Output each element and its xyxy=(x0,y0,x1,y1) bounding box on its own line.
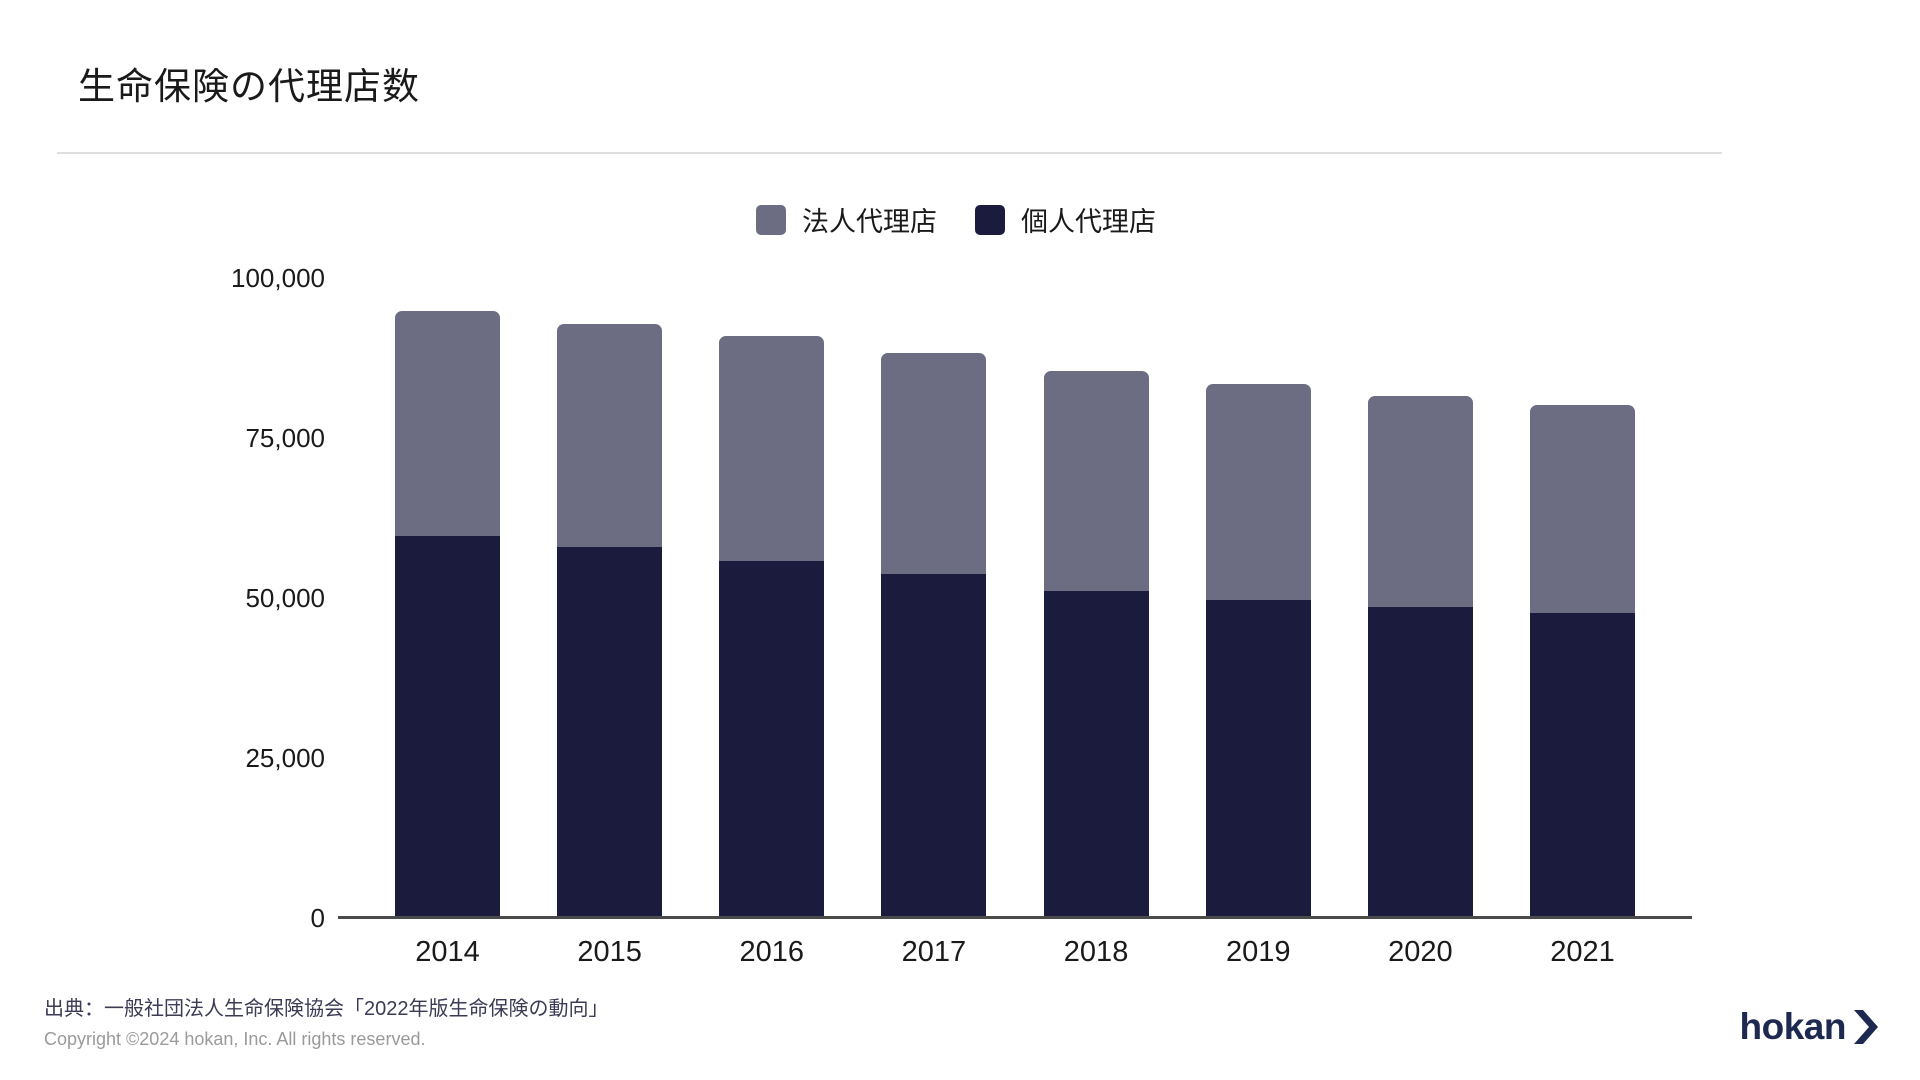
bar-segment-corporate xyxy=(1367,396,1473,607)
x-tick-label: 2015 xyxy=(577,936,642,968)
legend-swatch-icon xyxy=(975,204,1005,235)
bar-segment-individual xyxy=(557,547,663,918)
bar-segment-corporate xyxy=(395,310,500,536)
bar-segment-corporate xyxy=(719,335,825,561)
bar-segment-corporate xyxy=(557,324,663,548)
x-tick-label: 2017 xyxy=(901,936,967,968)
bar-group-2014: 2014 xyxy=(395,278,500,968)
bar-segment-individual xyxy=(1205,599,1311,918)
bar-segment-individual xyxy=(1529,613,1635,918)
bar-group-2021: 2021 xyxy=(1529,278,1635,968)
x-axis-line xyxy=(338,916,1692,919)
bar-segment-individual xyxy=(719,560,825,918)
y-tick-label: 0 xyxy=(310,903,325,933)
y-tick-label: 25,000 xyxy=(245,743,325,773)
x-tick-label: 2021 xyxy=(1550,936,1615,968)
y-tick-label: 75,000 xyxy=(245,423,325,453)
source-note: 出典：一般社団法人生命保険協会「2022年版生命保険の動向」 xyxy=(44,998,609,1020)
page-title: 生命保険の代理店数 xyxy=(78,66,420,107)
bar-group-2019: 2019 xyxy=(1205,278,1311,968)
legend-swatch-icon xyxy=(756,204,786,235)
copyright: Copyright ©2024 hokan, Inc. All rights r… xyxy=(44,1029,426,1049)
hokan-logo: hokan xyxy=(1740,1006,1878,1048)
legend-item: 個人代理店 xyxy=(975,200,1156,239)
bar-group-2020: 2020 xyxy=(1367,278,1473,968)
chevron-right-icon xyxy=(1852,1010,1878,1044)
x-tick-label: 2014 xyxy=(415,936,480,968)
x-tick-label: 2019 xyxy=(1225,936,1291,968)
bar-group-2016: 2016 xyxy=(719,278,825,968)
bar-segment-individual xyxy=(1367,606,1473,918)
bar-segment-individual xyxy=(395,535,500,918)
plot-area: 2014 2015 2016 2017 2018 2019 2020 2021 xyxy=(338,278,1692,968)
footer: 出典：一般社団法人生命保険協会「2022年版生命保険の動向」 Copyright… xyxy=(44,996,609,1052)
bar-segment-corporate xyxy=(881,352,987,575)
x-tick-label: 2016 xyxy=(739,936,805,968)
title-divider xyxy=(57,152,1722,154)
x-tick-label: 2020 xyxy=(1388,936,1453,968)
legend-label: 個人代理店 xyxy=(1021,207,1156,237)
bar-segment-individual xyxy=(1043,590,1149,918)
bar-segment-corporate xyxy=(1529,405,1635,614)
y-tick-label: 100,000 xyxy=(231,263,325,293)
legend-item: 法人代理店 xyxy=(756,200,937,239)
bar-segment-corporate xyxy=(1205,384,1311,600)
bar-group-2017: 2017 xyxy=(881,278,987,968)
y-tick-label: 50,000 xyxy=(245,583,325,613)
bar-segment-corporate xyxy=(1043,370,1149,591)
bar-group-2018: 2018 xyxy=(1043,278,1149,968)
hokan-logo-text: hokan xyxy=(1739,1006,1847,1047)
legend-label: 法人代理店 xyxy=(802,207,937,237)
bar-segment-individual xyxy=(881,574,987,918)
chart-legend: 法人代理店 個人代理店 xyxy=(756,200,1156,239)
bar-group-2015: 2015 xyxy=(557,278,663,968)
x-tick-label: 2018 xyxy=(1063,936,1129,968)
